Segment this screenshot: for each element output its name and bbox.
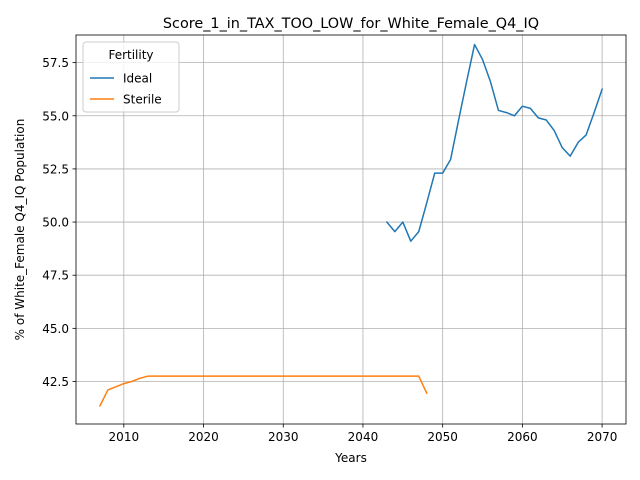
y-tick-label: 42.5 (42, 375, 69, 389)
legend-box (82, 41, 180, 113)
series-line-sterile (98, 375, 428, 407)
grid-lines (76, 35, 626, 424)
x-tick-label: 2020 (188, 430, 219, 444)
x-tick-label: 2010 (109, 430, 140, 444)
y-tick-label: 45.0 (42, 322, 69, 336)
x-tick-label: 2040 (348, 430, 379, 444)
legend-label-sterile: Sterile (123, 93, 162, 107)
y-tick-label: 57.5 (42, 56, 69, 70)
y-axis-label: % of White_Female Q4_IQ Population (13, 119, 27, 341)
y-tick-label: 55.0 (42, 109, 69, 123)
legend-title: Fertility (108, 48, 153, 62)
legend-entries: Ideal Sterile (90, 72, 162, 107)
series-line-ideal (385, 43, 604, 242)
y-tick-label: 50.0 (42, 216, 69, 230)
chart-title: Score_1_in_TAX_TOO_LOW_for_White_Female_… (163, 16, 539, 32)
legend: Fertility Ideal Sterile (82, 41, 180, 113)
legend-label-ideal: Ideal (123, 72, 152, 86)
y-tick-label: 47.5 (42, 269, 69, 283)
x-tick-label: 2070 (587, 430, 618, 444)
plot-frame (75, 34, 627, 425)
x-tick-label: 2030 (268, 430, 299, 444)
axis-ticks: 2010 2020 2030 2040 2050 2060 2070 42.5 45.0 47.5… (42, 56, 617, 444)
y-tick-label: 52.5 (42, 162, 69, 176)
x-tick-label: 2050 (427, 430, 458, 444)
x-tick-label: 2060 (507, 430, 538, 444)
series-lines (98, 43, 604, 407)
x-axis-label: Years (334, 451, 367, 465)
